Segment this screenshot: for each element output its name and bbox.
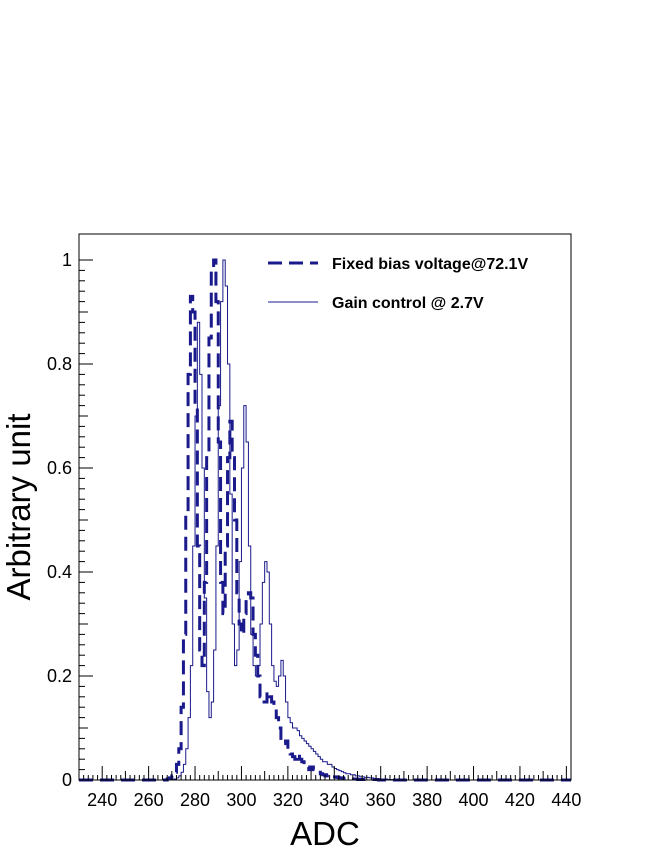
x-tick-label: 420 <box>505 790 535 810</box>
x-tick-label: 380 <box>412 790 442 810</box>
y-tick-label: 0.8 <box>47 354 72 374</box>
x-tick-label: 360 <box>366 790 396 810</box>
y-axis: 0 0.2 0.4 0.6 0.8 1 <box>47 250 93 790</box>
x-tick-label: 260 <box>134 790 164 810</box>
legend-label-gain-control: Gain control @ 2.7V <box>332 295 484 312</box>
x-tick-label: 320 <box>273 790 303 810</box>
y-tick-label: 0.6 <box>47 458 72 478</box>
y-tick-label: 1 <box>62 250 72 270</box>
x-tick-label: 400 <box>459 790 489 810</box>
y-tick-label: 0 <box>62 770 72 790</box>
x-tick-label: 240 <box>87 790 117 810</box>
y-tick-label: 0.2 <box>47 666 72 686</box>
x-tick-label: 340 <box>319 790 349 810</box>
x-tick-label: 300 <box>226 790 256 810</box>
y-axis-title: Arbitrary unit <box>0 413 37 600</box>
x-tick-label: 440 <box>551 790 581 810</box>
legend-label-fixed-bias: Fixed bias voltage@72.1V <box>332 256 528 273</box>
x-axis: 240 260 280 300 320 340 360 380 400 420 440 <box>78 766 581 810</box>
x-axis-title: ADC <box>290 815 360 852</box>
y-tick-label: 0.4 <box>47 562 72 582</box>
x-tick-label: 280 <box>180 790 210 810</box>
legend: Fixed bias voltage@72.1V Gain control @ … <box>268 256 528 312</box>
